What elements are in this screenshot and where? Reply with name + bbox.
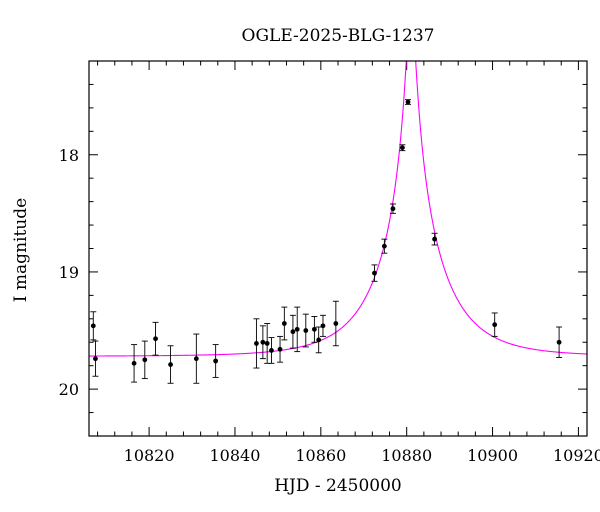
x-tick-label: 10840	[210, 446, 261, 465]
data-point	[90, 311, 97, 341]
y-tick-label: 19	[59, 263, 79, 282]
data-point	[404, 99, 411, 105]
x-tick-label: 10900	[467, 446, 518, 465]
data-point	[399, 144, 406, 152]
data-point	[92, 340, 99, 377]
point-marker	[492, 322, 498, 328]
point-marker	[142, 357, 148, 363]
chart-title: OGLE-2025-BLG-1237	[242, 26, 435, 46]
point-marker	[556, 339, 562, 345]
point-marker	[405, 99, 411, 105]
data-point	[193, 333, 200, 384]
point-marker	[264, 341, 270, 346]
x-axis-label: HJD - 2450000	[274, 476, 402, 496]
data-point	[311, 316, 318, 343]
data-points	[90, 99, 563, 384]
point-marker	[193, 356, 199, 362]
data-point	[556, 326, 563, 358]
point-marker	[390, 206, 396, 212]
plot-frame	[88, 60, 588, 437]
point-marker	[372, 270, 377, 276]
data-point	[381, 238, 388, 254]
y-tick-label: 20	[59, 380, 79, 399]
data-point	[371, 264, 378, 282]
point-marker	[381, 243, 387, 249]
point-marker	[153, 336, 158, 342]
point-marker	[254, 341, 259, 346]
data-point	[289, 314, 296, 349]
point-marker	[303, 328, 309, 333]
point-marker	[90, 323, 96, 329]
point-marker	[333, 321, 339, 326]
data-point	[259, 325, 266, 360]
point-marker	[260, 339, 266, 345]
data-point	[268, 337, 275, 364]
y-axis-label: I magnitude	[11, 198, 31, 302]
data-point	[212, 344, 219, 378]
y-tick-label: 18	[59, 146, 79, 165]
point-marker	[93, 356, 98, 362]
point-marker	[316, 337, 322, 343]
point-marker	[432, 236, 437, 242]
point-marker	[168, 362, 173, 367]
point-marker	[269, 348, 274, 353]
data-point	[294, 306, 301, 353]
data-point	[315, 326, 322, 354]
data-point	[491, 312, 498, 337]
x-tick-label: 10880	[381, 446, 432, 465]
x-tick-label: 10820	[124, 446, 175, 465]
data-point	[277, 335, 284, 363]
data-point	[264, 323, 271, 364]
point-marker	[281, 321, 287, 326]
point-marker	[294, 326, 300, 332]
point-marker	[213, 358, 219, 364]
point-marker	[131, 360, 137, 366]
data-point	[152, 321, 159, 356]
x-tick-label: 10920	[553, 446, 600, 465]
x-tick-label: 10860	[295, 446, 346, 465]
data-point	[332, 300, 339, 347]
data-point	[167, 345, 174, 384]
point-marker	[399, 145, 405, 151]
model-curve	[89, 61, 587, 357]
point-marker	[320, 323, 326, 329]
data-point	[389, 203, 396, 214]
point-marker	[311, 326, 317, 332]
data-point	[253, 318, 260, 369]
data-point	[141, 340, 148, 380]
axis-tick-labels: 10820 10840 10860 10880 10900 10920 18 19 20	[59, 146, 600, 465]
point-marker	[290, 329, 296, 335]
point-marker	[277, 346, 283, 352]
data-point	[319, 314, 326, 337]
data-point	[302, 313, 309, 348]
axis-ticks	[89, 60, 587, 437]
data-point	[131, 344, 138, 383]
data-point	[431, 232, 438, 246]
data-point	[281, 306, 288, 341]
